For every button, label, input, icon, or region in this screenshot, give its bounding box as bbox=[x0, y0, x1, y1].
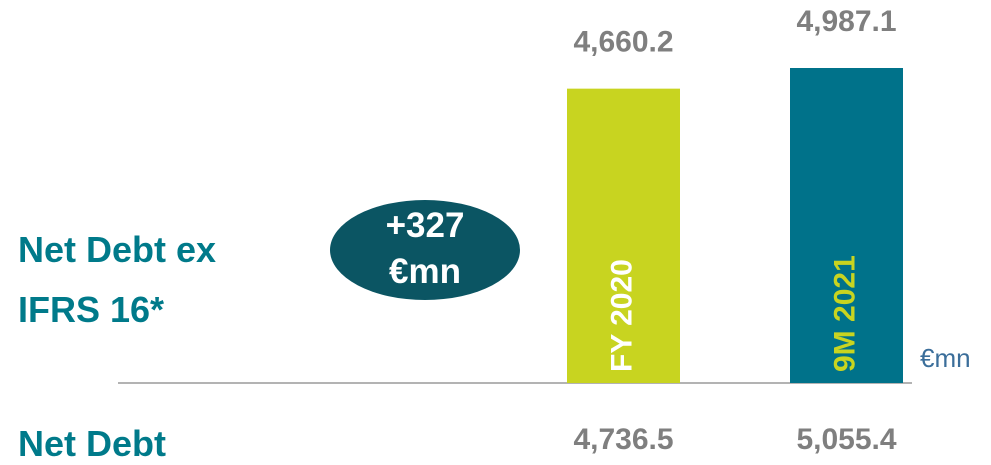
unit-label: €mn bbox=[920, 343, 971, 373]
category-label: FY 2020 bbox=[605, 259, 638, 372]
secondary-label: Net Debt bbox=[18, 423, 167, 464]
bar bbox=[567, 88, 680, 383]
value-label: 4,660.2 bbox=[573, 26, 673, 59]
series-label: Net Debt ex IFRS 16* bbox=[18, 229, 217, 330]
annotation-bubble bbox=[330, 200, 520, 300]
bar bbox=[790, 68, 903, 383]
value-label: 4,987.1 bbox=[796, 5, 896, 38]
category-label: 9M 2021 bbox=[828, 255, 861, 372]
secondary-value: 5,055.4 bbox=[796, 423, 896, 456]
annotation: +327 €mn bbox=[385, 206, 465, 291]
secondary-value: 4,736.5 bbox=[573, 423, 673, 456]
